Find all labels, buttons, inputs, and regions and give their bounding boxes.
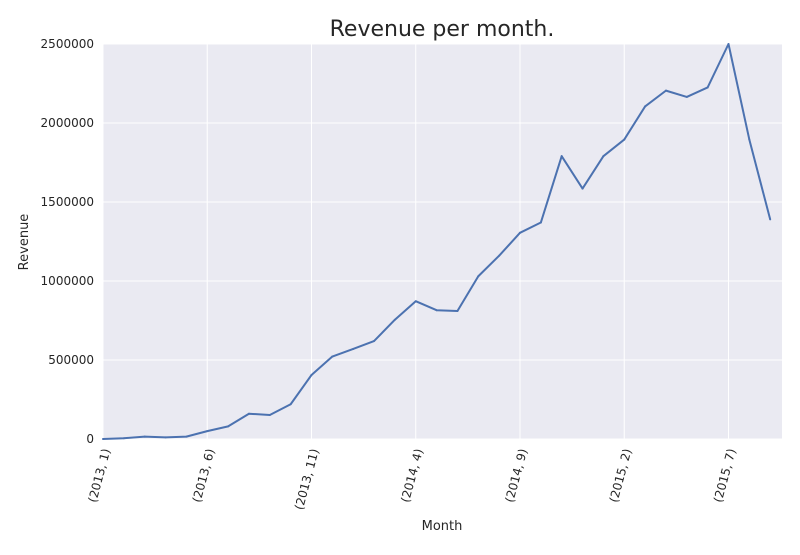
data-point: [685, 95, 688, 98]
x-tick-label: (2015, 2): [607, 447, 635, 504]
data-point: [373, 340, 376, 343]
data-point: [435, 309, 438, 312]
x-tick-label: (2013, 1): [85, 447, 113, 504]
data-point: [456, 310, 459, 313]
chart-title: Revenue per month.: [330, 17, 555, 42]
data-point: [498, 254, 501, 257]
data-point: [477, 275, 480, 278]
y-tick-label: 2000000: [41, 116, 94, 130]
data-point: [539, 221, 542, 224]
data-point: [560, 155, 563, 158]
x-axis-label: Month: [422, 519, 463, 534]
data-point: [644, 105, 647, 108]
x-tick-label: (2014, 9): [502, 447, 530, 504]
data-point: [623, 138, 626, 141]
y-tick-label: 500000: [48, 353, 94, 367]
y-tick-label: 2500000: [41, 37, 94, 51]
data-point: [143, 435, 146, 438]
data-point: [727, 43, 730, 45]
data-point: [602, 155, 605, 158]
data-point: [706, 86, 709, 89]
data-point: [227, 425, 230, 428]
x-tick-label: (2015, 7): [711, 447, 739, 504]
x-tick-labels: (2013, 1) (2013, 6) (2013, 11) (2014, 4) (20…: [85, 447, 738, 511]
data-point: [581, 187, 584, 190]
data-point: [518, 231, 521, 234]
data-point: [769, 218, 772, 221]
data-point: [310, 374, 313, 377]
data-point: [352, 347, 355, 350]
data-point: [185, 435, 188, 438]
data-point: [331, 355, 334, 358]
x-tick-label: (2014, 4): [398, 447, 426, 504]
data-point: [268, 413, 271, 416]
data-point: [164, 436, 167, 439]
y-tick-labels: 0 500000 1000000 1500000 2000000 2500000: [41, 37, 94, 446]
data-point: [664, 89, 667, 92]
y-axis-label: Revenue: [17, 214, 32, 271]
series-layer: [102, 43, 772, 440]
data-point: [393, 318, 396, 321]
data-point: [289, 403, 292, 406]
data-point: [122, 437, 125, 440]
x-tick-label: (2013, 6): [190, 447, 218, 504]
x-tick-label: (2013, 11): [292, 447, 322, 511]
data-point: [102, 438, 104, 440]
y-tick-label: 1000000: [41, 274, 94, 288]
data-point: [414, 300, 417, 303]
data-point: [206, 430, 209, 433]
y-tick-label: 1500000: [41, 195, 94, 209]
plot-area: [103, 44, 782, 439]
y-tick-label: 0: [86, 432, 94, 446]
data-point: [247, 412, 250, 415]
data-point: [748, 138, 751, 141]
grid-lines: [102, 43, 782, 440]
